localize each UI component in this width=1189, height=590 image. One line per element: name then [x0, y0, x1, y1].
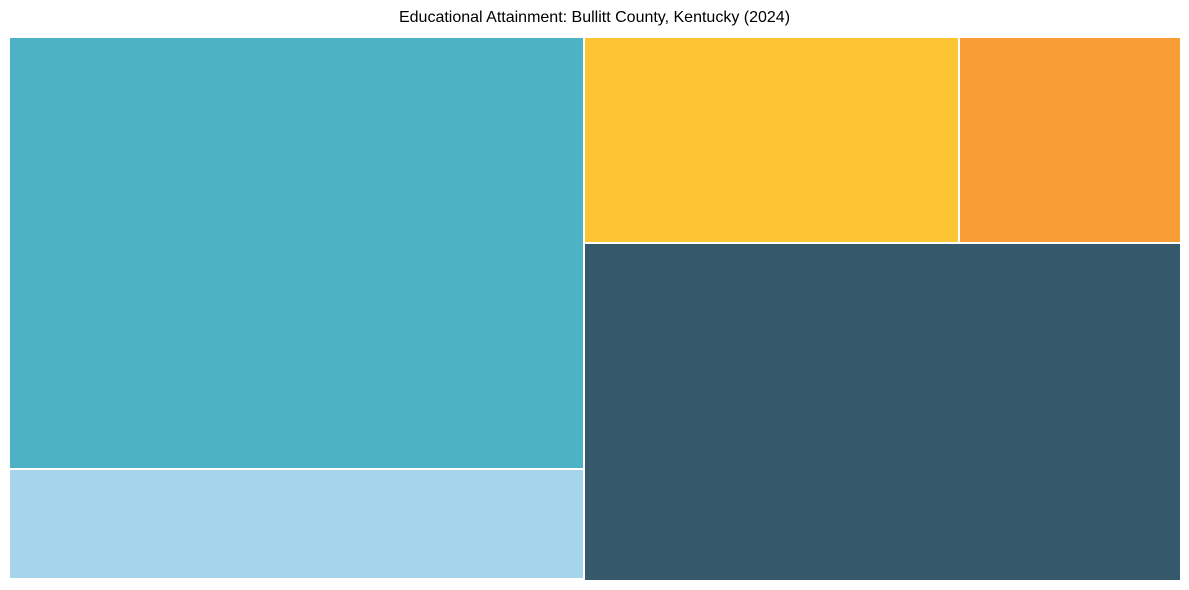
segment-teal[interactable]: [10, 38, 583, 468]
chart-title: Educational Attainment: Bullitt County, …: [398, 9, 791, 26]
segment-dark-slate[interactable]: [585, 244, 1180, 580]
treemap-chart: [10, 38, 1180, 580]
segment-light-blue[interactable]: [10, 470, 583, 578]
segment-orange[interactable]: [960, 38, 1180, 242]
segment-yellow[interactable]: [585, 38, 958, 242]
